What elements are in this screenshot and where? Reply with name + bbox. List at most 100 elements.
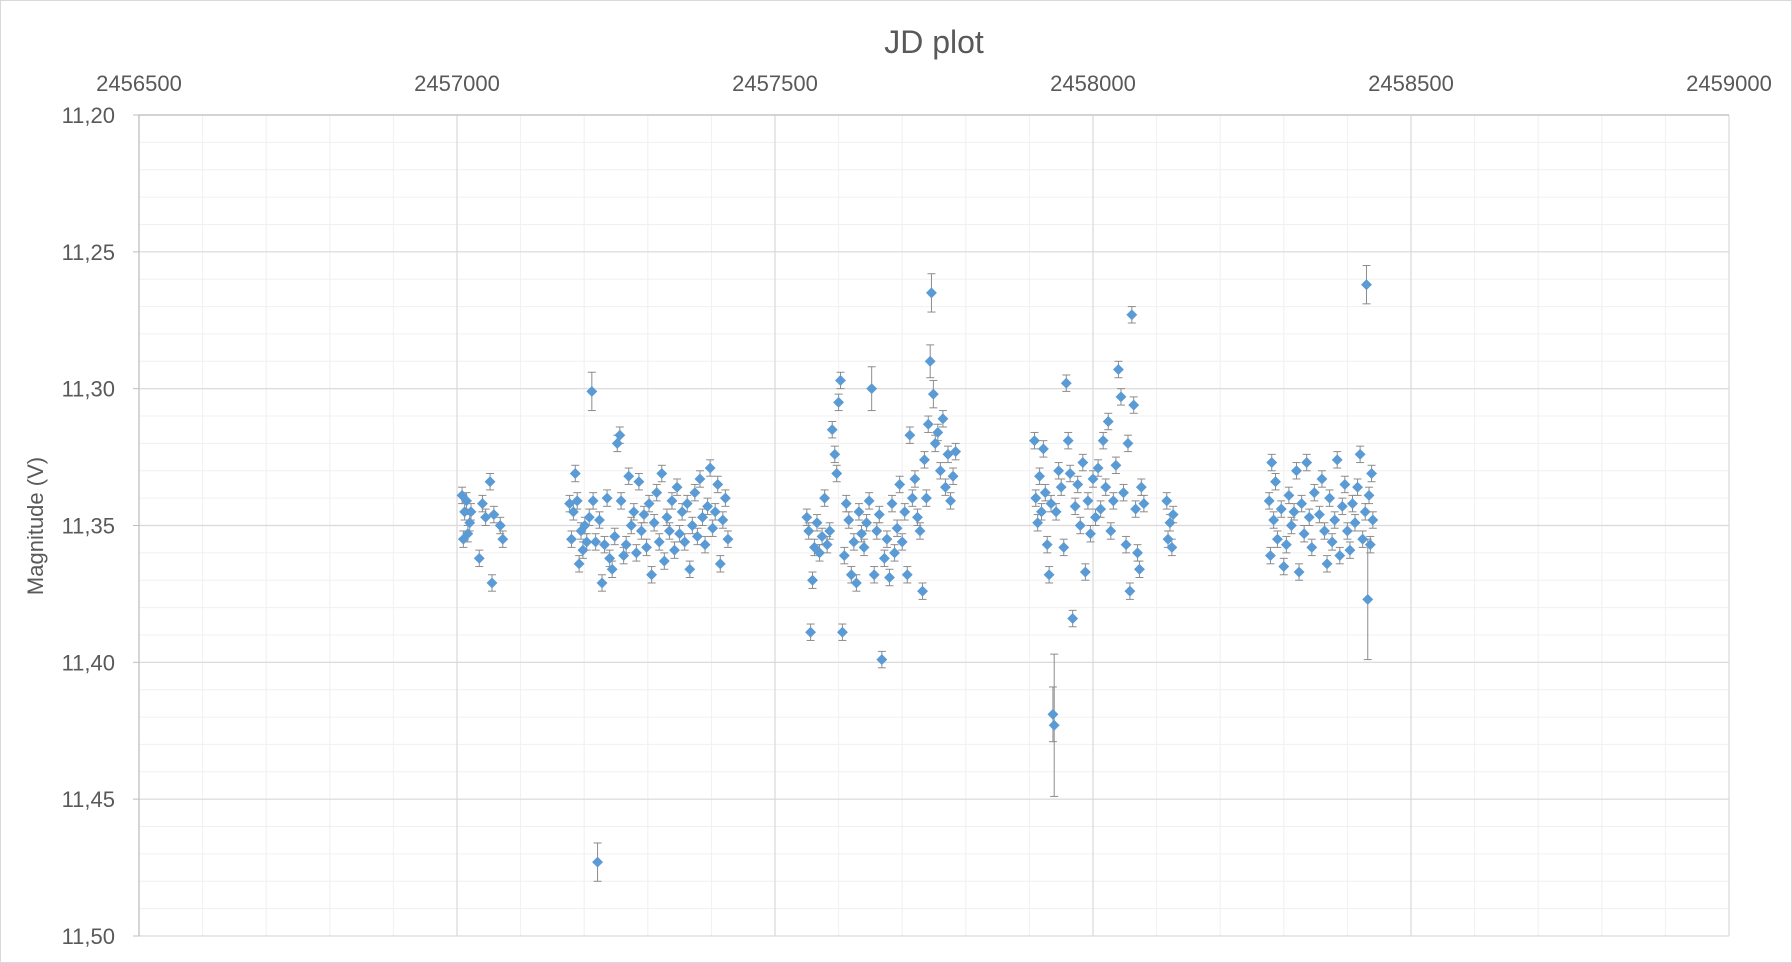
data-point [947,470,959,482]
data-point [1290,465,1303,477]
data-point [924,355,936,367]
data-point [598,539,611,551]
data-point [702,500,714,512]
data-point [1102,415,1114,428]
data-point [684,563,696,575]
data-point [674,528,686,540]
data-point [1074,519,1086,532]
chart-title: JD plot [884,24,984,60]
data-point [606,563,618,575]
data-point [866,383,878,395]
data-point [620,539,632,551]
data-point [1366,467,1378,480]
data-point [861,517,873,529]
y-tick-label: 11,30 [62,377,115,402]
data-point [581,536,593,548]
data-point [590,536,602,548]
data-point [638,508,650,521]
data-point [876,654,888,666]
y-tick-label: 11,45 [62,787,115,812]
data-point [1130,503,1142,515]
data-point [855,528,868,540]
data-point [633,476,645,488]
data-point [1357,533,1369,545]
data-points [456,279,1379,868]
data-point [934,465,946,477]
data-point [630,547,642,559]
data-point [836,626,848,638]
data-point [891,522,903,534]
data-point [494,519,506,532]
data-point [1092,462,1104,474]
data-point [904,429,916,441]
data-point [486,577,498,589]
data-point [587,495,599,507]
data-point [909,473,921,485]
data-point [596,577,608,589]
data-point [1041,539,1053,551]
data-point [648,517,660,529]
data-point [571,495,583,507]
data-point [806,574,819,586]
data-point [1077,457,1089,469]
data-point [1115,391,1127,403]
data-point [611,437,623,449]
data-point [819,492,831,504]
data-point [922,418,934,430]
x-axis-tick-labels: 2456500 2457000 2457500 2458000 2458500 24590… [96,71,1772,96]
data-point [1128,399,1140,411]
data-point [824,525,836,537]
data-point [719,492,731,504]
data-point [1313,508,1325,521]
data-point [661,511,673,523]
data-point [1341,525,1353,537]
data-point [920,492,932,504]
data-point [714,558,726,570]
x-tick-label: 2457500 [732,71,818,96]
y-tick-label: 11,40 [62,650,115,675]
data-point [901,569,913,581]
data-point [1268,514,1280,526]
data-point [1095,503,1107,515]
data-point [1167,508,1179,521]
data-point [1362,593,1374,605]
data-point [1030,492,1042,504]
data-point [1359,506,1371,518]
data-point [1162,533,1174,545]
data-point [803,525,815,537]
data-point [1266,457,1278,469]
data-point [1082,495,1094,507]
data-point [1069,500,1081,512]
data-point [840,498,852,510]
data-point [691,530,703,543]
data-point [929,437,941,449]
data-point [722,533,734,545]
data-point [635,525,647,537]
data-point [565,533,578,545]
data-point [653,536,665,548]
data-point [1110,459,1122,471]
data-point [1336,500,1348,512]
data-point [462,528,474,540]
data-point [593,514,606,526]
data-point [826,424,838,436]
data-point [1271,533,1283,545]
data-point [1028,435,1041,447]
data-point [925,287,938,299]
data-point [1034,470,1046,482]
data-point [805,626,817,638]
data-point [583,511,595,523]
data-point [886,498,898,510]
data-point [1363,489,1375,501]
data-point [889,547,901,559]
data-point [1133,563,1145,575]
x-tick-label: 2458000 [1050,71,1136,96]
data-point [801,511,813,523]
data-point [939,481,952,493]
data-point [831,467,843,480]
data-point [497,533,509,545]
data-point [1364,539,1376,551]
data-point [883,571,896,584]
data-point [1112,363,1124,376]
data-point [1321,558,1333,570]
